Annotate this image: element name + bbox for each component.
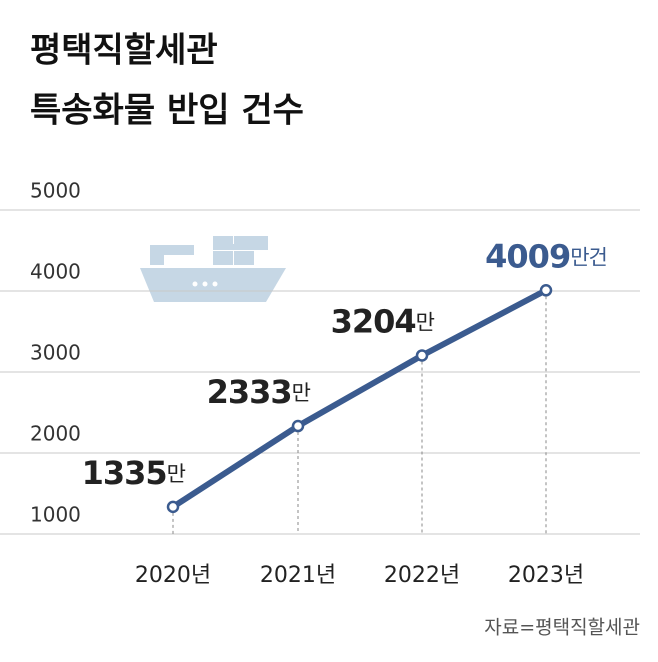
value-label: 2333만 — [207, 373, 311, 411]
value-label: 3204만 — [331, 302, 435, 340]
value-label: 4009만건 — [485, 237, 607, 275]
x-tick-label: 2022년 — [384, 563, 460, 588]
chart-title: 평택직할세관 — [30, 31, 218, 71]
value-label: 1335만 — [82, 454, 186, 492]
point — [415, 349, 429, 362]
point — [166, 500, 180, 514]
series-line — [171, 287, 548, 510]
point — [291, 419, 305, 433]
x-tick-label: 2020년 — [135, 563, 211, 588]
x-tick-label: 2021년 — [260, 563, 336, 588]
source: 자료=평택직할세관 — [484, 617, 640, 639]
ship-icon — [140, 236, 286, 302]
y-tick-label: 5000 — [30, 179, 81, 203]
y-tick-label: 1000 — [30, 503, 81, 527]
point — [539, 284, 553, 297]
y-tick-label: 2000 — [30, 422, 81, 446]
y-tick-label: 4000 — [30, 260, 81, 284]
y-tick-label: 3000 — [30, 341, 81, 365]
x-tick-label: 2023년 — [508, 563, 584, 588]
chart-subtitle: 특송화물 반입 건수 — [30, 91, 304, 131]
